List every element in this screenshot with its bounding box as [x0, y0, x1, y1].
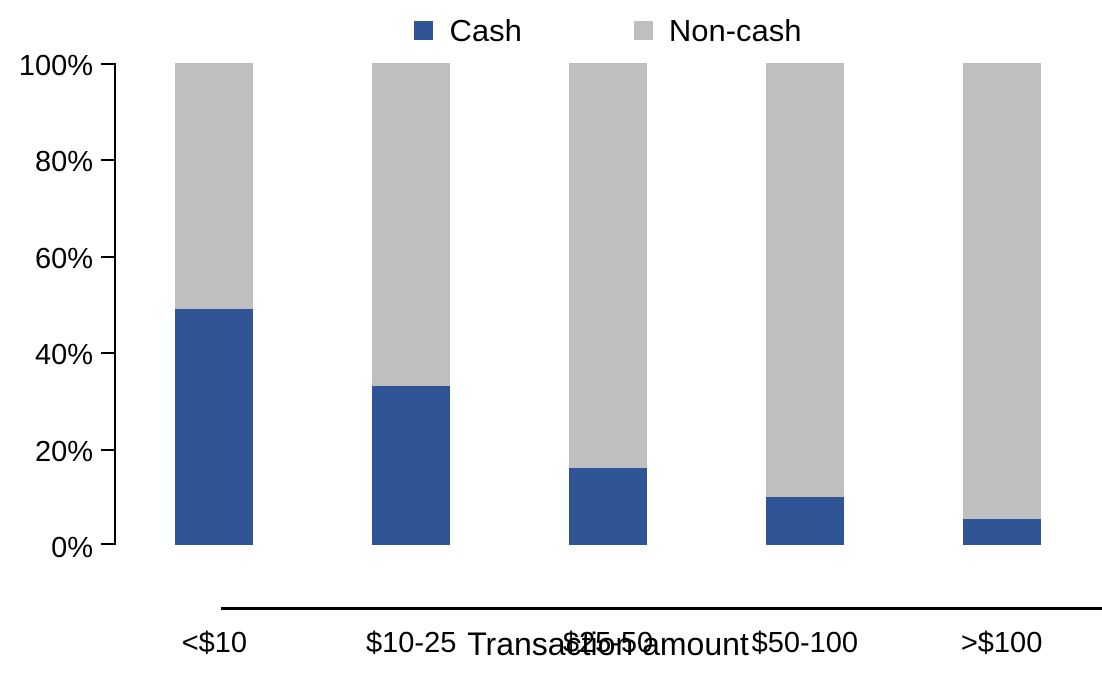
x-tick-label: <$10 [181, 627, 248, 659]
y-tick-label: 100% [18, 50, 93, 82]
bar-segment-cash [372, 385, 451, 545]
y-tick-label: 0% [51, 532, 93, 564]
y-axis-line [114, 63, 116, 545]
x-axis-line [221, 607, 1102, 610]
bar-segment-non-cash [962, 63, 1041, 519]
bar-segment-cash [175, 308, 254, 545]
bar-segment-cash [962, 518, 1041, 545]
bar-group-100 [903, 63, 1100, 545]
legend-swatch-icon [633, 20, 653, 40]
plot-area: 0% 20% 40% 60% 80% 100% <$10 $10-25 $25-50 $50-10… [19, 52, 1102, 658]
bar-segment-cash [568, 467, 647, 545]
bar-segment-non-cash [175, 63, 254, 309]
bar-segment-non-cash [372, 63, 451, 386]
y-tick-label: 80% [34, 146, 93, 179]
y-axis-tick [101, 63, 114, 65]
chart-legend: Cash Non-cash [116, 12, 1100, 48]
legend-label: Cash [449, 12, 522, 48]
bar-segment-non-cash [568, 63, 647, 468]
x-tick-label: $25-50 [562, 627, 654, 659]
x-tick-label: $10-25 [366, 627, 457, 659]
y-tick-label: 60% [34, 242, 93, 275]
y-axis-tick [101, 543, 114, 545]
bar-group-10-25 [313, 63, 510, 545]
x-axis-title: Transaction amount [467, 626, 749, 662]
bar-group-10 [116, 63, 313, 545]
bar-segment-cash [765, 496, 844, 545]
legend-item-non-cash: Non-cash [633, 12, 802, 48]
y-tick-label: 20% [34, 435, 93, 468]
x-tick-label: $50-100 [751, 627, 859, 659]
bar-group-50-100 [706, 63, 903, 545]
y-axis-tick [101, 255, 114, 258]
y-axis-tick [101, 159, 114, 162]
y-axis-tick [101, 352, 114, 355]
bar-segment-non-cash [765, 63, 844, 497]
y-tick-label: 40% [34, 339, 93, 372]
legend-label: Non-cash [668, 12, 802, 48]
y-axis-tick [101, 448, 114, 451]
x-tick-label: >$100 [960, 627, 1043, 659]
legend-item-cash: Cash [414, 12, 522, 48]
legend-swatch-icon [414, 20, 434, 40]
bar-group-25-50 [510, 63, 707, 545]
